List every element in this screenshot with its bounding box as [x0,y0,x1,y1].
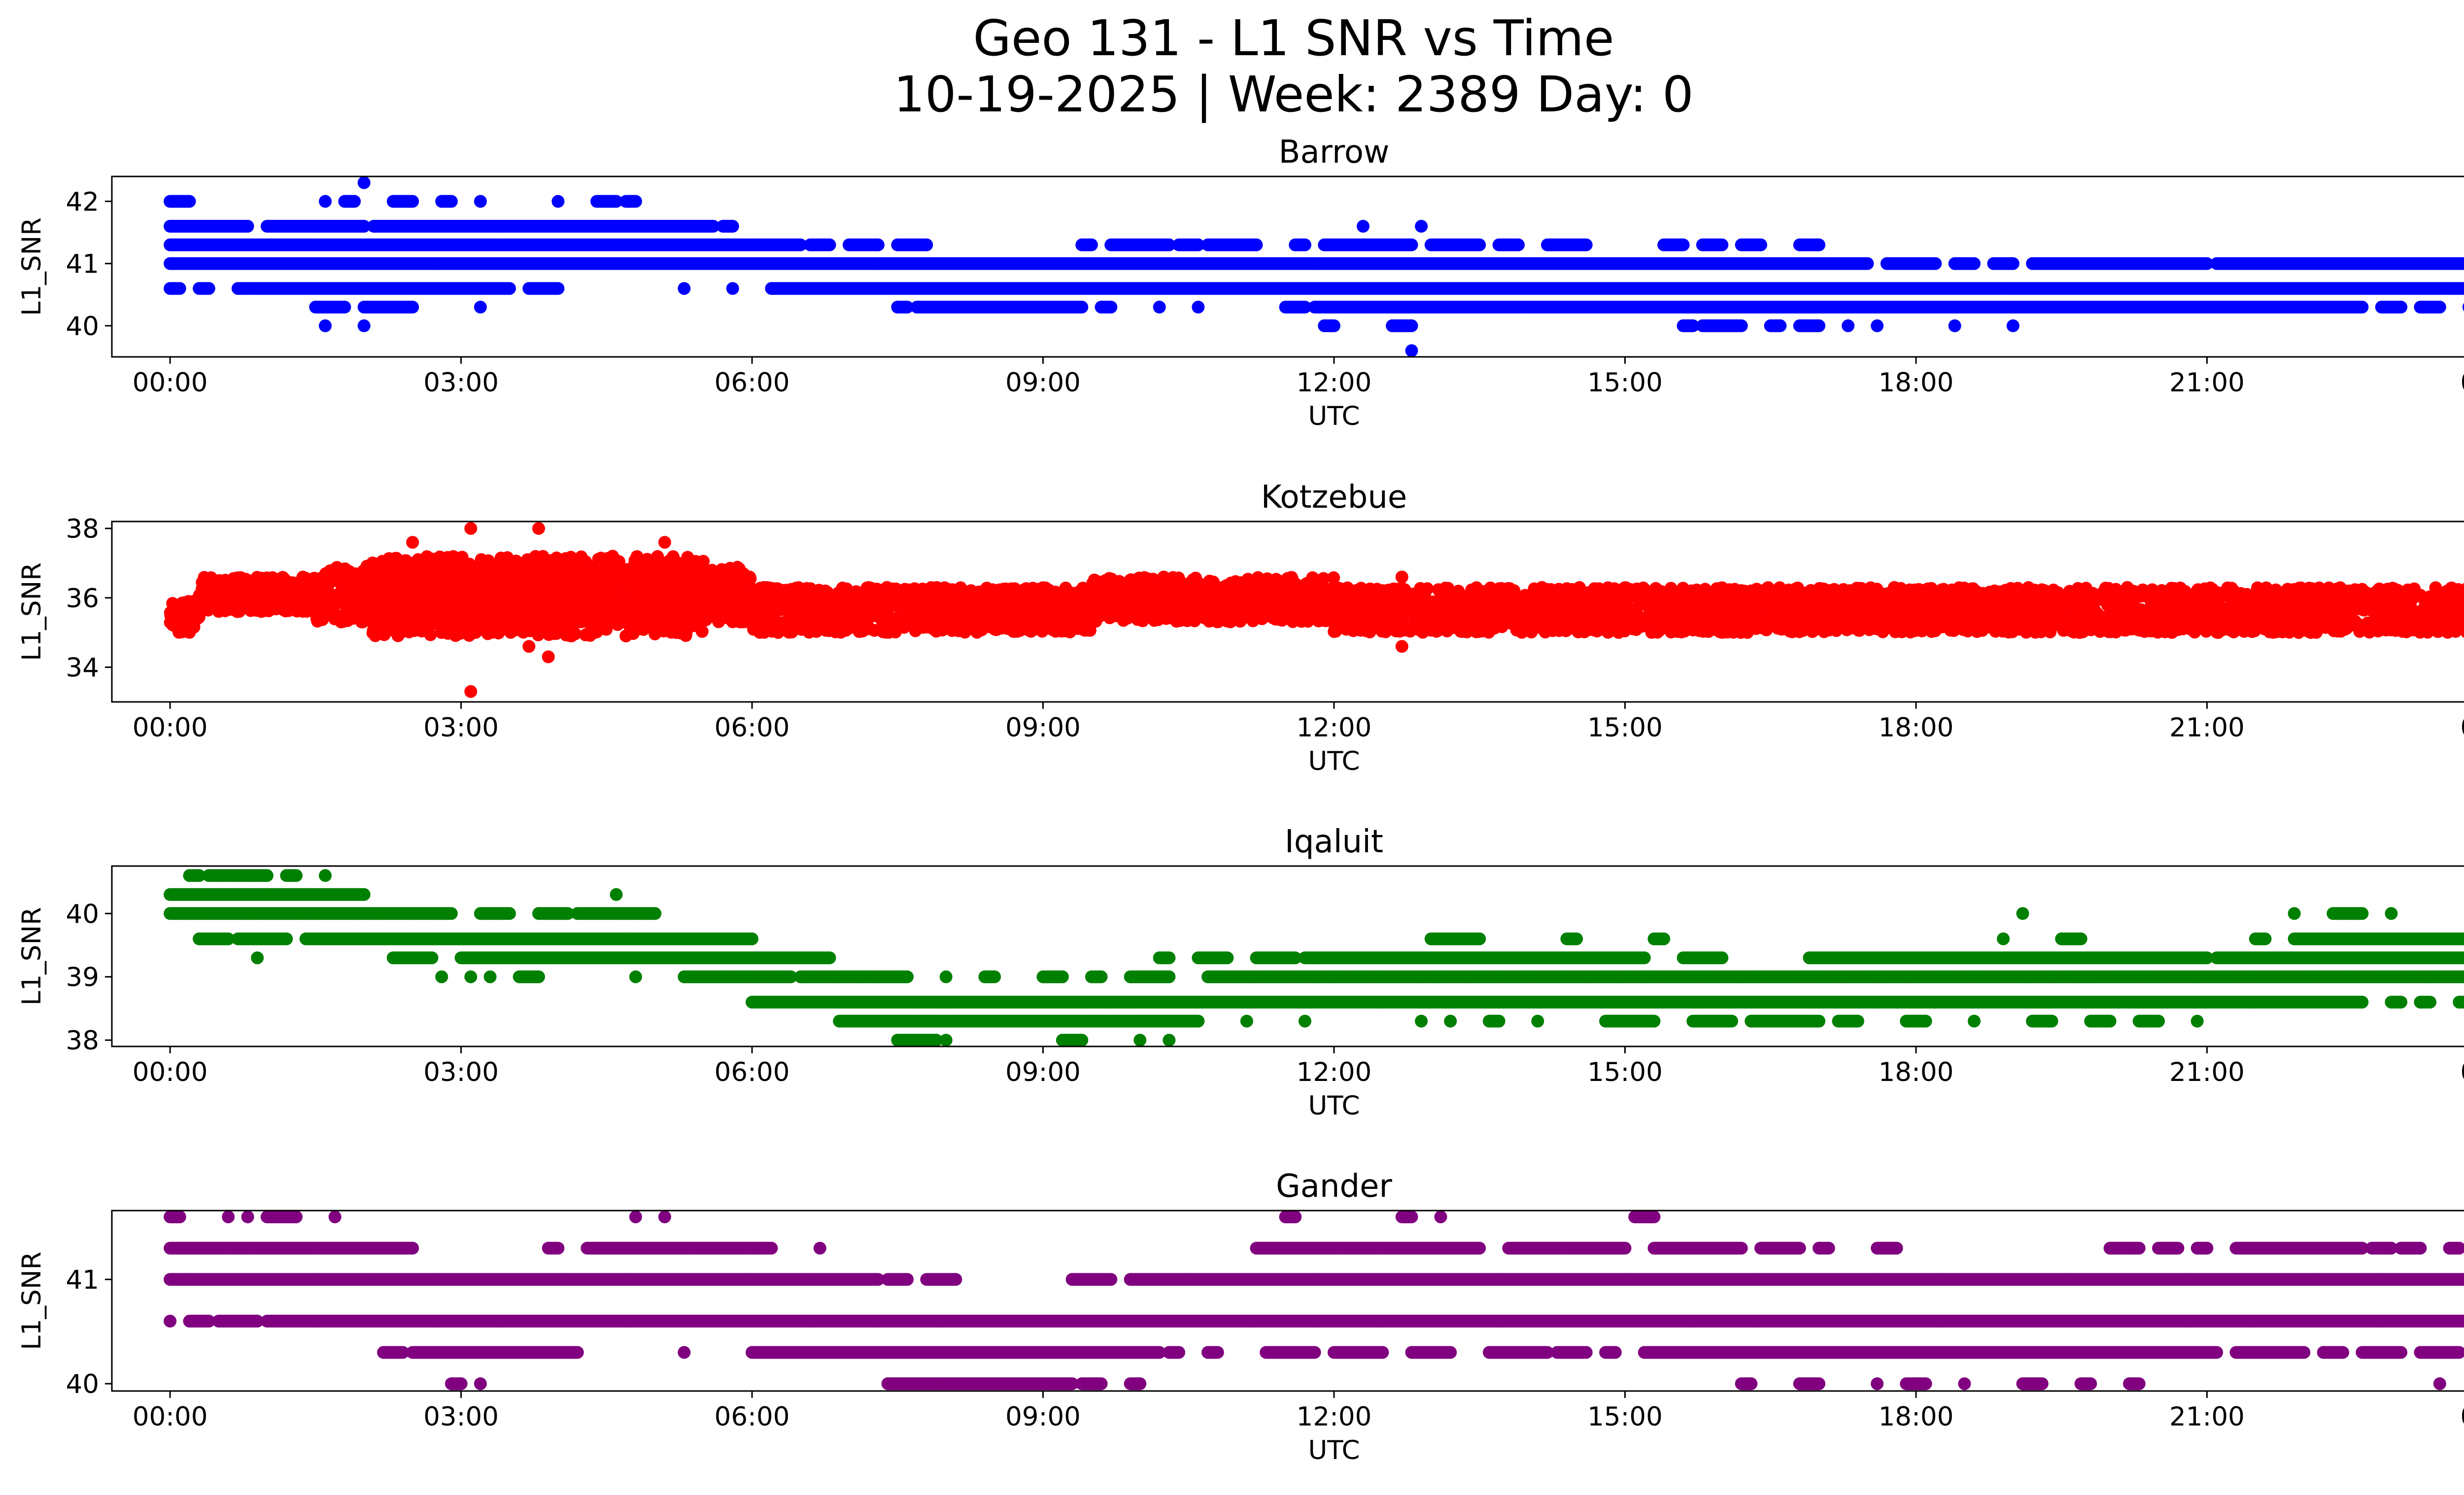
data-point [2395,301,2408,313]
x-tick-label: 09:00 [1005,368,1081,398]
data-point [629,195,642,208]
data-point [1929,257,1942,270]
data-point [823,238,836,251]
data-point [610,195,623,208]
data-point [2433,301,2446,313]
data-point [338,301,351,313]
data-point [1968,257,1981,270]
data-point [2356,301,2369,313]
data-point [1677,238,1690,251]
data-point [319,319,332,332]
y-tick-label: 41 [66,249,99,279]
data-point [357,176,371,189]
data-point [1842,319,1855,332]
x-tick-label: 00:00 [2461,368,2464,398]
y-tick-label: 42 [66,187,99,217]
data-point [406,301,419,313]
y-tick-label: 40 [66,312,99,342]
data-point [1405,319,1418,332]
barrow-points [164,176,2464,357]
data-point [1813,319,1826,332]
data-point [678,282,691,295]
barrow-title: Barrow [1279,134,1390,171]
data-point [726,282,739,295]
data-point [1250,238,1263,251]
data-point [1813,238,1826,251]
data-point [173,282,186,295]
data-point [551,195,565,208]
data-point [1579,238,1593,251]
barrow-subplot: Barrow 00:00 03:00 06:00 09:00 12:00 15:00 18:0… [17,134,2464,431]
data-point [357,220,371,233]
data-point [183,195,196,208]
data-point [1948,319,1961,332]
x-tick-label: 18:00 [1879,368,1954,398]
data-point [445,195,458,208]
data-point [357,319,371,332]
data-point [2006,257,2019,270]
data-point [406,195,419,208]
data-point [1871,319,1884,332]
data-point [1715,238,1729,251]
data-point [1415,220,1428,233]
data-point [1192,301,1205,313]
data-point [1075,301,1089,313]
data-point [1299,238,1311,251]
figure-title-line2: 10-19-2025 | Week: 2389 Day: 0 [893,66,1693,123]
data-point [1861,257,1874,270]
x-tick-label: 15:00 [1587,368,1663,398]
figure-title-line1: Geo 131 - L1 SNR vs Time [973,9,1614,67]
x-tick-label: 12:00 [1297,368,1372,398]
data-point [474,301,487,313]
barrow-ylabel: L1_SNR [17,217,47,316]
data-point [202,282,215,295]
x-tick-label: 00:00 [133,368,208,398]
data-point [726,220,739,233]
data-point [1104,301,1118,313]
x-tick-label: 21:00 [2169,368,2245,398]
data-point [1405,344,1418,357]
data-point [1473,238,1486,251]
kotzebue-title: Kotzebue [1261,479,1407,516]
data-point [348,195,361,208]
data-point [319,195,332,208]
data-point [1754,238,1767,251]
data-point [1153,301,1166,313]
x-tick-label: 03:00 [423,368,499,398]
data-point [920,238,933,251]
data-point [171,616,184,629]
data-point [503,282,516,295]
data-point [1735,319,1748,332]
data-point [1085,238,1098,251]
data-point [241,220,254,233]
data-point [1405,238,1418,251]
data-point [1328,319,1340,332]
data-point [1512,238,1525,251]
data-point [2006,319,2019,332]
data-point [551,282,565,295]
data-point [1774,319,1787,332]
data-point [871,238,885,251]
barrow-xlabel: UTC [1308,401,1360,431]
data-point [474,195,487,208]
x-tick-label: 06:00 [715,368,790,398]
data-point [1357,220,1369,233]
